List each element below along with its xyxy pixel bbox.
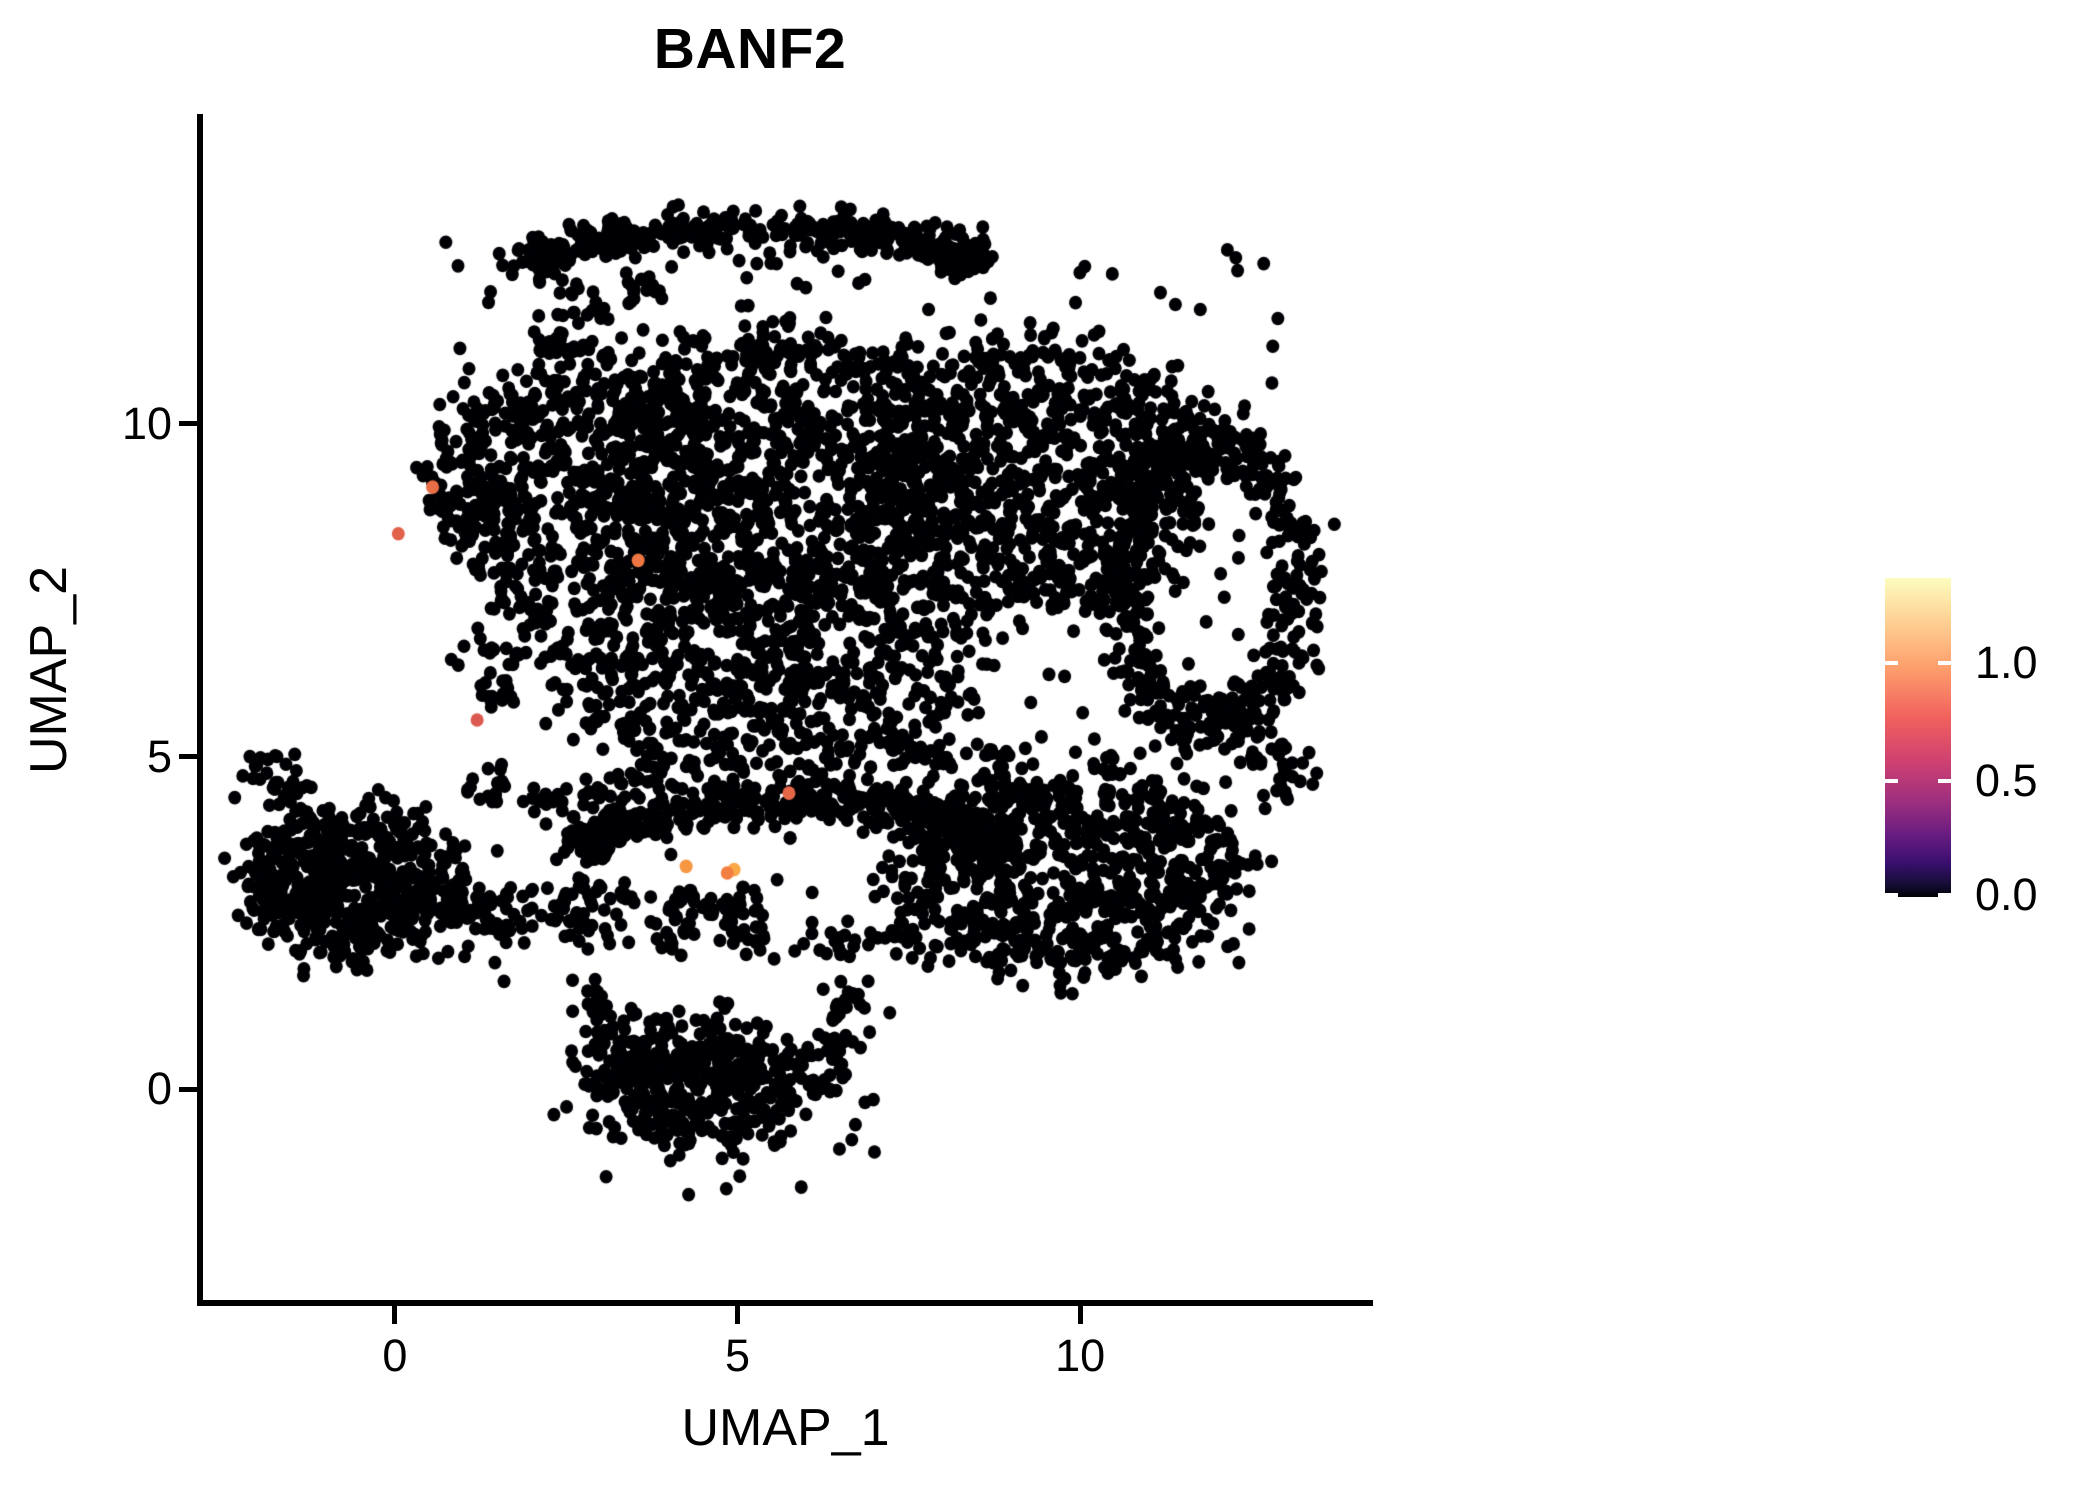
y-tick-label: 5	[146, 730, 172, 782]
y-tick-mark	[179, 754, 197, 760]
x-tick-label: 10	[1055, 1330, 1106, 1381]
y-axis-title: UMAP_2	[20, 565, 78, 775]
colorbar-tick-mark	[1938, 660, 1951, 665]
y-tick-label: 10	[121, 397, 172, 449]
x-tick-label: 5	[725, 1330, 751, 1381]
x-tick-label: 0	[382, 1330, 408, 1381]
y-axis-tick-labels: 0 5 10	[0, 0, 172, 1500]
y-tick-mark	[179, 421, 197, 427]
x-tick-mark	[1077, 1306, 1083, 1324]
color-legend[interactable]: 1.0 0.5 0.0	[1885, 578, 2085, 920]
colorbar-tick-mark	[1885, 660, 1898, 665]
x-tick-mark	[392, 1306, 398, 1324]
colorbar-tick-label: 0.0	[1975, 869, 2038, 920]
page-title: BANF2	[653, 17, 847, 81]
scatter-points-canvas[interactable]	[203, 118, 1368, 1302]
colorbar-tick-label: 1.0	[1975, 636, 2038, 688]
colorbar-tick-mark	[1885, 893, 1898, 897]
colorbar-tick-mark	[1938, 778, 1951, 783]
x-tick-mark	[735, 1306, 741, 1324]
y-axis-line	[197, 114, 203, 1306]
y-tick-mark	[179, 1086, 197, 1092]
x-axis-title: UMAP_1	[681, 1399, 890, 1457]
colorbar-tick-mark	[1938, 893, 1951, 897]
colorbar-gradient[interactable]	[1885, 578, 1951, 897]
y-tick-label: 0	[146, 1063, 172, 1115]
x-axis-line	[197, 1300, 1373, 1306]
colorbar-tick-mark	[1885, 778, 1898, 783]
scatter-plot-panel[interactable]	[203, 118, 1368, 1302]
colorbar-tick-label: 0.5	[1975, 754, 2038, 806]
